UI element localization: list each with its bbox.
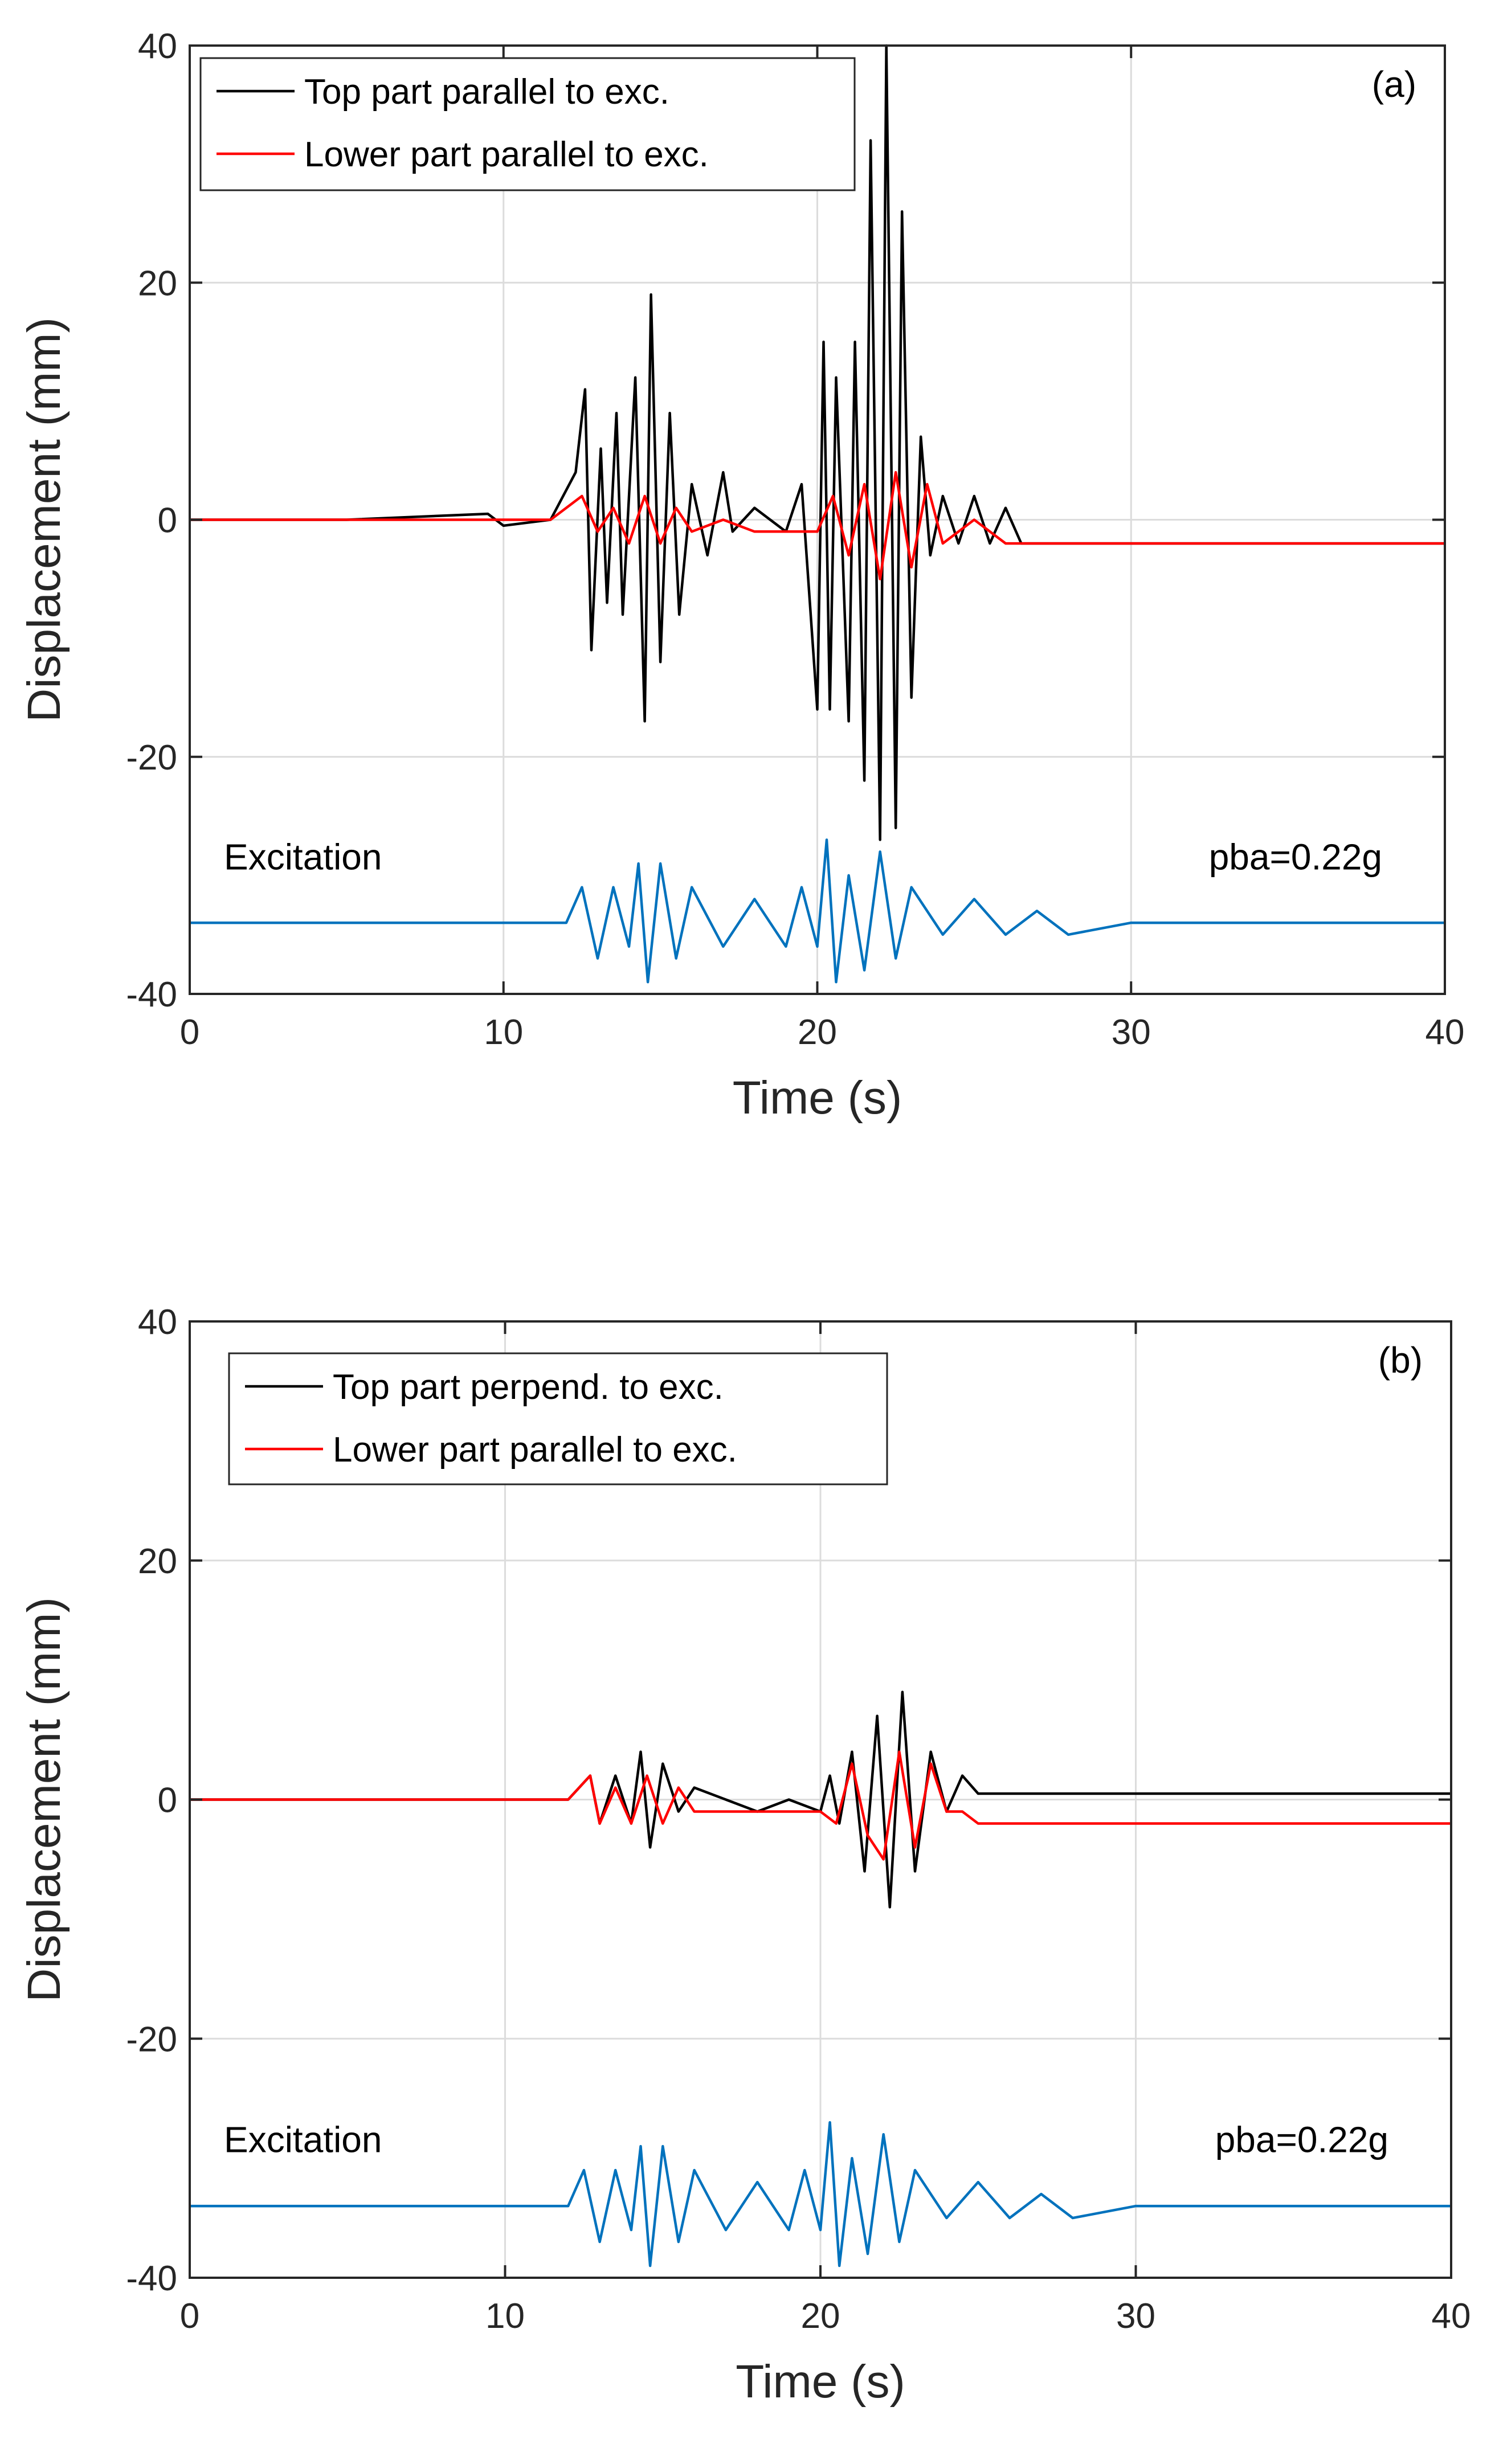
series-line-top-part (190, 44, 1445, 841)
panel-label: (b) (1378, 1340, 1423, 1381)
excitation-label: Excitation (224, 2119, 382, 2160)
series-line-excitation (190, 2121, 1451, 2267)
legend-entry: Top part parallel to exc. (304, 72, 669, 112)
y-tick-label: 20 (138, 1542, 177, 1581)
x-tick-label: 30 (1112, 1013, 1151, 1052)
legend-entry: Lower part parallel to exc. (304, 135, 709, 174)
y-tick-label: 40 (138, 1303, 177, 1342)
x-tick-label: 40 (1425, 1013, 1465, 1052)
series-line-excitation (190, 838, 1445, 984)
panel-b: 0 10 20 30 40 -40 -20 0 20 40 Time (s) Displacement… (18, 1303, 1471, 2408)
y-tick-label: 40 (138, 27, 177, 66)
legend-entry: Top part perpend. to exc. (333, 1368, 724, 1407)
y-tick-label: 0 (158, 1781, 177, 1820)
series-line-lower-part (190, 1750, 1451, 1861)
panel-label: (a) (1372, 64, 1416, 105)
pba-label: pba=0.22g (1215, 2119, 1388, 2160)
x-tick-label: 0 (180, 1013, 199, 1052)
excitation-label: Excitation (224, 836, 382, 877)
x-tick-label: 10 (484, 1013, 523, 1052)
y-tick-label: -40 (126, 2259, 177, 2298)
x-tick-label: 40 (1432, 2297, 1471, 2336)
x-tick-label: 0 (180, 2297, 199, 2336)
y-tick-label: -40 (126, 975, 177, 1014)
panel-a: 0 10 20 30 40 -40 -20 0 20 40 Time (s) Displacement… (18, 27, 1464, 1124)
legend-entry: Lower part parallel to exc. (333, 1430, 737, 1470)
x-tick-label: 10 (485, 2297, 525, 2336)
y-tick-label: 0 (158, 501, 177, 541)
x-axis-title: Time (s) (736, 2356, 905, 2408)
y-tick-label: -20 (126, 738, 177, 777)
x-axis-title: Time (s) (733, 1072, 902, 1124)
legend-box (228, 1352, 888, 1485)
x-tick-label: 30 (1116, 2297, 1155, 2336)
legend: Top part parallel to exc. Lower part para… (199, 57, 856, 191)
y-axis-title: Displacement (mm) (18, 317, 70, 722)
y-axis-title: Displacement (mm) (18, 1597, 70, 2002)
pba-label: pba=0.22g (1209, 836, 1382, 877)
series-line-lower-part (190, 470, 1445, 580)
x-tick-label: 20 (798, 1013, 837, 1052)
x-tick-label: 20 (801, 2297, 840, 2336)
legend-box (199, 57, 856, 191)
y-tick-label: -20 (126, 2020, 177, 2059)
y-tick-label: 20 (138, 264, 177, 303)
legend: Top part perpend. to exc. Lower part para… (228, 1352, 888, 1485)
